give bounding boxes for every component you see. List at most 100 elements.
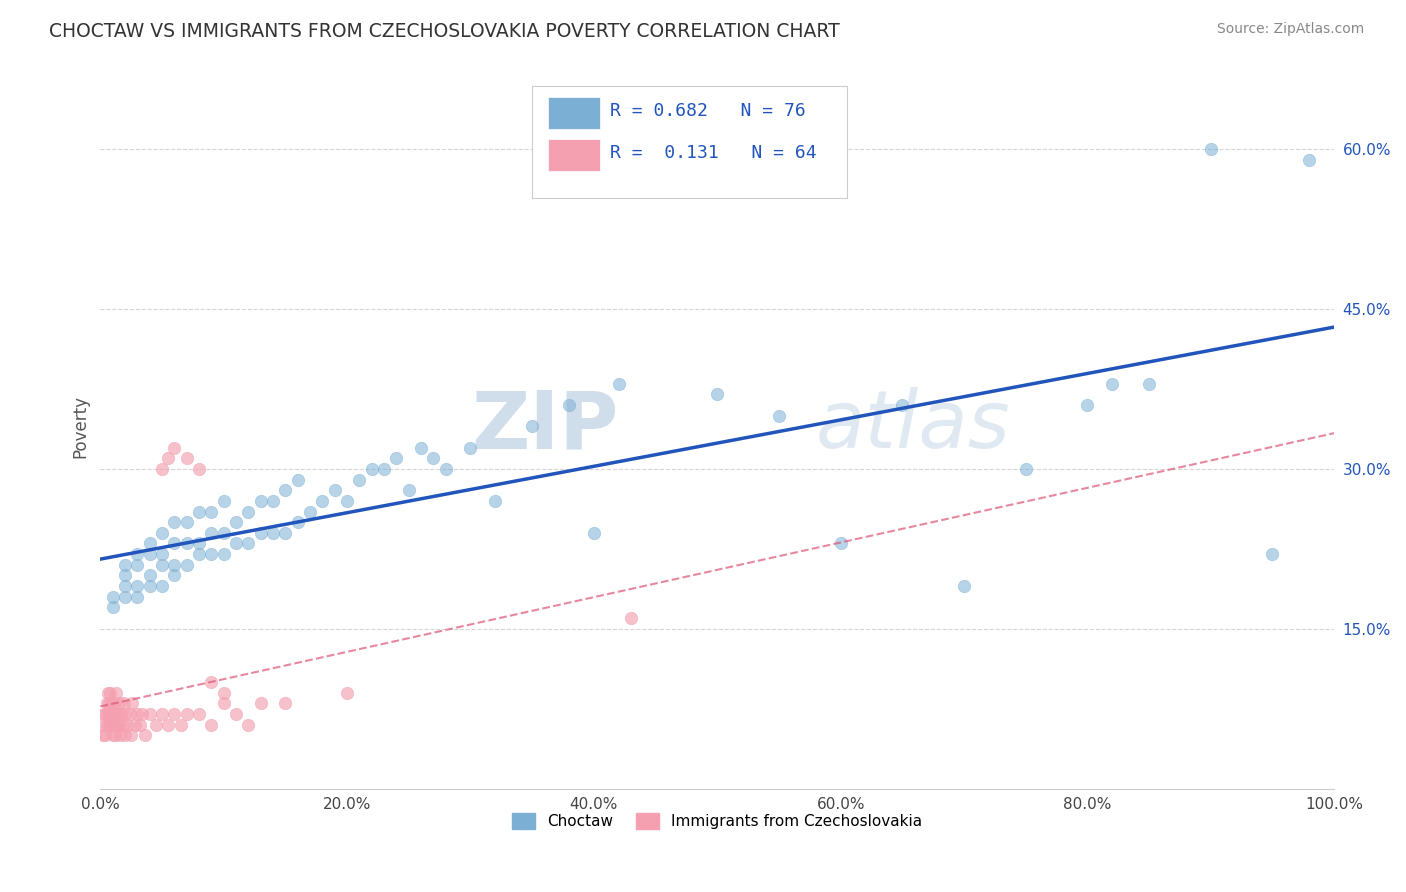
Point (706, 387, 728, 401)
Point (1076, 398, 1098, 412)
Point (225, 536, 247, 550)
Point (101, 728, 124, 742)
Point (94, 706, 117, 721)
Point (522, 419, 544, 434)
Point (484, 494, 506, 508)
Point (176, 558, 198, 572)
Point (274, 525, 297, 540)
Point (101, 590, 124, 604)
Point (97, 706, 120, 721)
Point (336, 686, 359, 700)
Point (225, 515, 247, 529)
Point (188, 462, 211, 476)
Point (100, 696, 122, 710)
Point (114, 568, 136, 582)
Point (212, 494, 235, 508)
Point (620, 611, 643, 625)
Point (157, 451, 180, 466)
Point (114, 590, 136, 604)
Point (138, 706, 160, 721)
Point (107, 706, 129, 721)
Point (103, 717, 125, 731)
Point (1015, 462, 1038, 476)
Point (176, 706, 198, 721)
Point (188, 706, 211, 721)
Point (98, 686, 121, 700)
Point (212, 525, 235, 540)
Point (118, 706, 141, 721)
Point (385, 451, 408, 466)
Point (163, 441, 186, 455)
Point (558, 398, 581, 412)
Point (104, 706, 127, 721)
Point (249, 525, 271, 540)
Point (91, 728, 114, 742)
Point (891, 398, 914, 412)
Point (200, 547, 222, 561)
Point (163, 536, 186, 550)
Point (120, 728, 142, 742)
Point (287, 473, 309, 487)
Text: R =  0.131   N = 64: R = 0.131 N = 64 (610, 145, 817, 162)
Point (111, 717, 134, 731)
Point (249, 494, 271, 508)
Point (398, 483, 420, 498)
Point (117, 717, 139, 731)
Point (188, 547, 211, 561)
Point (103, 696, 125, 710)
Point (953, 579, 976, 593)
Text: atlas: atlas (815, 387, 1011, 466)
Point (163, 515, 186, 529)
Point (200, 525, 222, 540)
Point (238, 536, 260, 550)
Point (105, 686, 128, 700)
Point (176, 451, 198, 466)
Text: Source: ZipAtlas.com: Source: ZipAtlas.com (1216, 22, 1364, 37)
Text: R = 0.682   N = 76: R = 0.682 N = 76 (610, 103, 806, 120)
Point (1298, 153, 1320, 167)
Point (188, 536, 211, 550)
Point (100, 717, 122, 731)
Point (349, 473, 371, 487)
Point (108, 696, 131, 710)
Point (150, 579, 173, 593)
Point (124, 717, 146, 731)
Point (131, 706, 153, 721)
Point (108, 728, 131, 742)
Point (104, 728, 127, 742)
Point (150, 547, 173, 561)
Point (830, 536, 852, 550)
Point (238, 717, 260, 731)
Legend: Choctaw, Immigrants from Czechoslovakia: Choctaw, Immigrants from Czechoslovakia (506, 807, 928, 835)
Point (200, 504, 222, 518)
Point (121, 696, 143, 710)
Point (96, 717, 118, 731)
Point (274, 483, 297, 498)
Y-axis label: Poverty: Poverty (72, 395, 89, 458)
Point (150, 558, 173, 572)
Point (101, 706, 124, 721)
Point (323, 483, 346, 498)
Point (110, 706, 132, 721)
Point (127, 590, 149, 604)
Point (138, 547, 160, 561)
Point (1137, 376, 1160, 391)
Point (150, 706, 173, 721)
Point (262, 494, 284, 508)
Point (114, 728, 136, 742)
Point (200, 675, 222, 690)
Point (212, 696, 235, 710)
Point (249, 696, 271, 710)
Point (176, 515, 198, 529)
Point (138, 579, 160, 593)
Point (163, 568, 186, 582)
Point (112, 696, 135, 710)
Point (336, 494, 359, 508)
FancyBboxPatch shape (533, 86, 846, 198)
Point (127, 558, 149, 572)
Point (311, 494, 333, 508)
Point (114, 579, 136, 593)
Point (225, 706, 247, 721)
Point (98, 717, 121, 731)
Point (212, 547, 235, 561)
